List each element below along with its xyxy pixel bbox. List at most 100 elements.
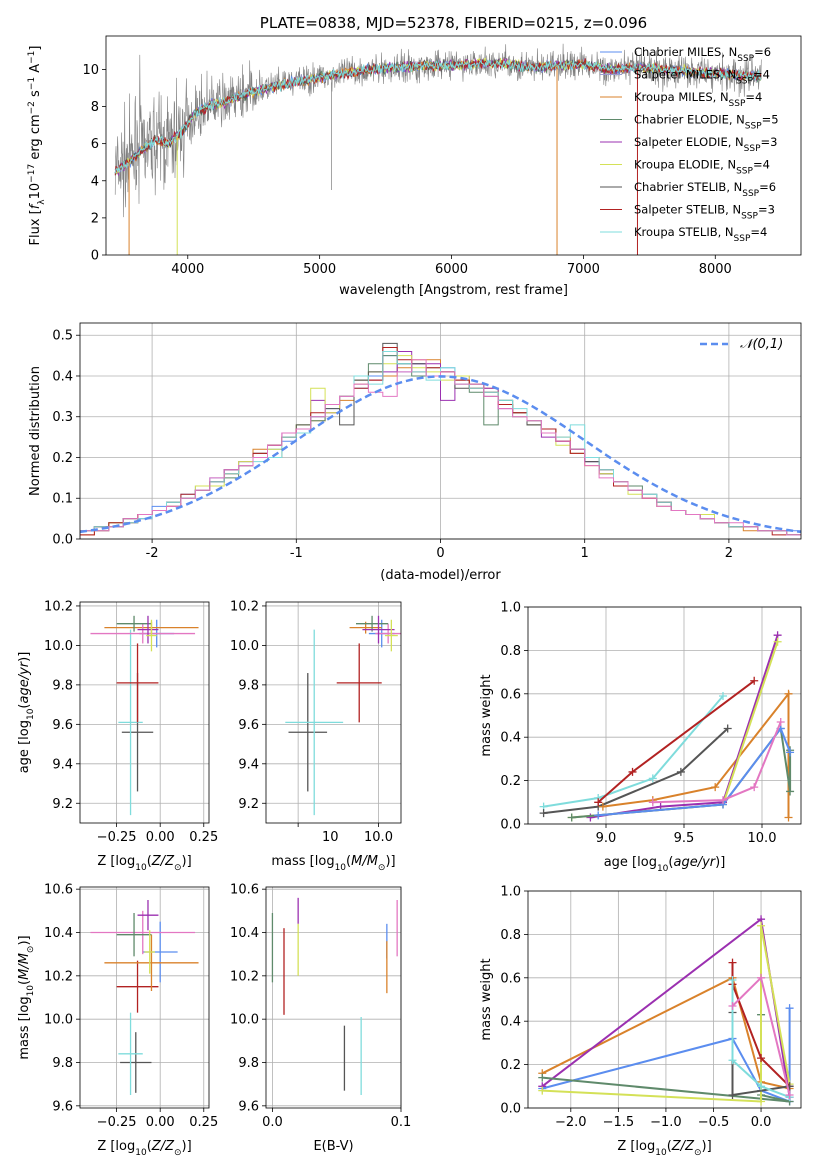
y-tick-label: 0.4 xyxy=(500,731,521,746)
label-span: =5 xyxy=(762,113,779,127)
mass_vs_Z-xlabel: Z [log10(Z/Z⊙)] xyxy=(97,1139,191,1158)
y-tick-label: 0.3 xyxy=(52,410,73,425)
label-span: E(B-V) xyxy=(313,1139,353,1154)
weight-point-marker xyxy=(723,724,732,733)
label-span: A xyxy=(28,64,43,77)
label-span: ⊙ xyxy=(694,1148,702,1158)
y-tick-label: 9.8 xyxy=(52,678,73,693)
residuals-frame xyxy=(79,322,802,540)
weight-series-line xyxy=(541,976,790,1090)
x-tick-label: 9.5 xyxy=(674,831,695,846)
label-span: ( xyxy=(667,1139,672,1154)
x-tick-label: 10.0 xyxy=(364,830,393,845)
y-tick-label: 10.4 xyxy=(230,926,259,941)
weight_vs_Z-xlabel: Z [log10(Z/Z⊙)] xyxy=(617,1139,711,1158)
label-span: Z/Z xyxy=(671,1139,695,1154)
y-tick-label: 9.8 xyxy=(238,1056,259,1071)
weight-point-marker xyxy=(567,813,576,822)
weight_vs_age-plot xyxy=(539,631,795,822)
x-tick-label: 0.00 xyxy=(146,1115,175,1130)
residuals-axes: -2 -1 0 1 2 0.0 0.1 0.2 0.3 0.4 0.5 (data-model)/er… xyxy=(28,322,802,583)
y-tick-label: 9.4 xyxy=(238,757,259,772)
label-span: ( xyxy=(17,980,32,985)
weight-series-line xyxy=(543,727,729,815)
label-span: 10 xyxy=(26,985,36,997)
label-span: age/yr xyxy=(17,660,32,703)
spectrum-ylabel: Flux [fλ10−17 erg cm−2 s−1 A−1] xyxy=(27,46,47,246)
label-span: SSP xyxy=(742,189,759,199)
spectrum-frame xyxy=(105,35,802,256)
label-span: λ xyxy=(37,199,47,205)
residuals-plot xyxy=(80,342,801,539)
y-tick-label: 0.2 xyxy=(500,1058,521,1073)
legend-label: Kroupa STELIB, NSSP=4 xyxy=(634,225,767,244)
y-tick-label: 10.6 xyxy=(44,883,73,898)
label-span: −17 xyxy=(27,164,37,183)
x-tick-label: 0.00 xyxy=(146,830,175,845)
y-tick-label: 1.0 xyxy=(500,601,521,616)
label-span: 10 xyxy=(655,1148,667,1158)
weight-point-marker xyxy=(648,774,657,783)
label-span: 10 xyxy=(26,708,36,720)
label-span: SSP xyxy=(744,144,761,154)
weight-series-line xyxy=(543,695,724,808)
x-tick-label: 5000 xyxy=(303,262,336,277)
label-span: −1 xyxy=(27,51,37,64)
label-span: ⊙ xyxy=(378,863,386,873)
weight-point-marker xyxy=(628,767,637,776)
y-tick-label: 0.2 xyxy=(52,451,73,466)
y-tick-label: 9.6 xyxy=(238,718,259,733)
weight-point-marker xyxy=(598,802,607,811)
weight-series-line xyxy=(652,721,782,804)
y-tick-label: 10.2 xyxy=(44,969,73,984)
y-tick-label: 0.0 xyxy=(500,818,521,833)
age_vs_mass-xlabel: mass [log10(M/M⊙)] xyxy=(271,854,395,873)
weight-point-marker xyxy=(750,783,759,792)
label-span: Kroupa STELIB, N xyxy=(634,225,734,239)
weight-series-line xyxy=(731,962,791,1088)
label-span: )] xyxy=(182,854,192,869)
label-span: 10 xyxy=(135,863,147,873)
age_vs_mass-frame xyxy=(265,601,402,824)
weight_vs_Z-plot xyxy=(538,915,794,1106)
y-tick-label: 9.6 xyxy=(52,1099,73,1114)
label-span: Chabrier MILES, N xyxy=(634,45,737,59)
label-span: Salpeter MILES, N xyxy=(634,68,736,82)
mass_vs_Z-ylabel: mass [log10(M/M⊙)] xyxy=(17,935,36,1059)
label-span: mass [log xyxy=(17,996,32,1059)
y-tick-label: 4 xyxy=(91,174,99,189)
weight-point-marker xyxy=(786,748,795,757)
age_vs_Z-ylabel: age [log10(age/yr)] xyxy=(17,652,36,774)
label-span: =6 xyxy=(759,180,776,194)
mass_vs_Z-frame xyxy=(79,886,210,1109)
label-span: s xyxy=(28,90,43,101)
spectrum-xlabel: wavelength [Angstrom, rest frame] xyxy=(339,283,568,298)
legend-label: Chabrier STELIB, NSSP=6 xyxy=(634,180,776,199)
legend-label: Salpeter MILES, NSSP=4 xyxy=(634,68,770,87)
label-span: ( xyxy=(346,854,351,869)
weight-series-line xyxy=(542,925,791,1103)
label-span: erg cm xyxy=(28,114,43,163)
label-span: Chabrier ELODIE, N xyxy=(634,113,745,127)
weight-point-marker xyxy=(648,798,657,807)
x-tick-label: 0.25 xyxy=(189,1115,218,1130)
y-tick-label: 0.2 xyxy=(500,774,521,789)
label-span: Z/Z xyxy=(151,854,175,869)
weight-point-marker xyxy=(728,958,737,967)
y-tick-label: 0.8 xyxy=(500,644,521,659)
x-tick-label: 1 xyxy=(581,546,589,561)
x-tick-label: 10.0 xyxy=(748,831,777,846)
y-tick-label: 0.5 xyxy=(52,329,73,344)
y-tick-label: 9.8 xyxy=(238,678,259,693)
label-span: Z [log xyxy=(97,1139,135,1154)
x-tick-label: 0.25 xyxy=(189,830,218,845)
weight-point-marker xyxy=(728,975,737,984)
x-tick-label: 0 xyxy=(436,546,444,561)
label-span: ( xyxy=(17,704,32,709)
y-tick-label: 9.6 xyxy=(238,1099,259,1114)
label-span: age/yr xyxy=(673,855,716,870)
x-tick-label: -1 xyxy=(290,546,303,561)
label-span: SSP xyxy=(736,167,753,177)
weight-point-marker xyxy=(676,767,685,776)
